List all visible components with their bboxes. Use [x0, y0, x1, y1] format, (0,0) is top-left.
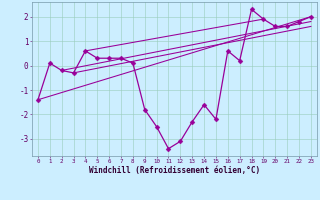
- X-axis label: Windchill (Refroidissement éolien,°C): Windchill (Refroidissement éolien,°C): [89, 166, 260, 175]
